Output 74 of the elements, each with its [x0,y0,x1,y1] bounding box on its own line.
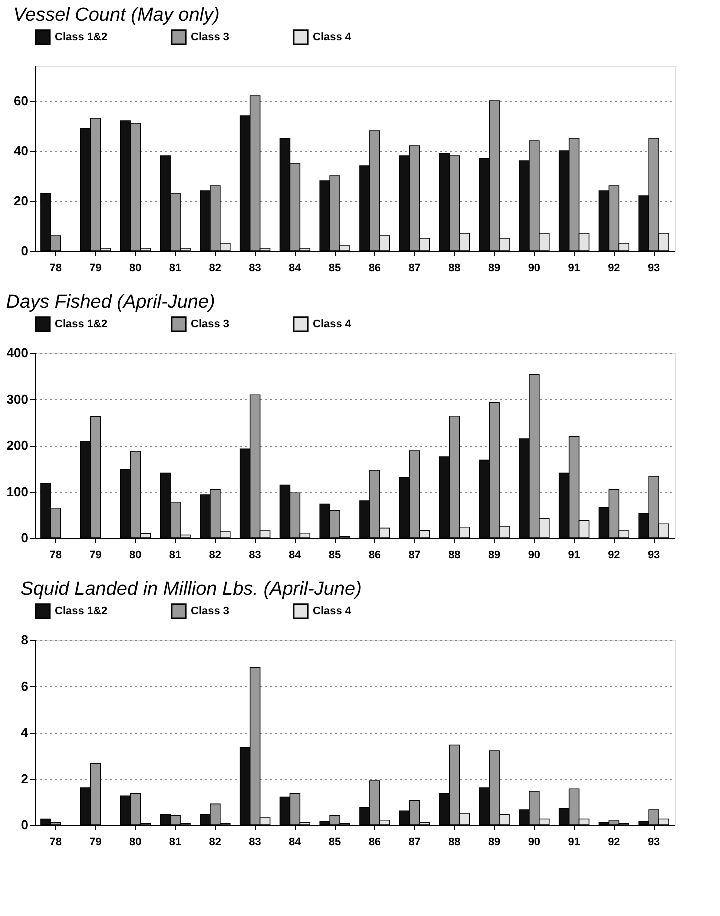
x-tick-label: 80 [130,550,142,562]
chart-title: Squid Landed in Million Lbs. (April-June) [20,579,362,600]
x-tick-label: 90 [528,262,541,274]
x-tick-label: 88 [448,836,461,848]
x-tick-label: 85 [328,262,342,274]
x-tick-label: 92 [608,550,620,562]
x-tick-label: 82 [209,836,222,848]
x-tick-label: 93 [648,262,660,274]
x-tick-label: 91 [568,550,580,562]
x-tick-label: 87 [408,262,421,274]
x-tick-label: 86 [368,262,382,274]
x-tick-label: 85 [328,550,342,562]
x-tick-label: 88 [448,262,461,274]
legend-label: Class 4 [313,318,352,330]
y-tick-label: 0 [21,818,28,832]
x-tick-label: 91 [568,262,580,274]
chart-title: Vessel Count (May only) [14,5,220,26]
y-tick-label: 0 [21,244,28,258]
y-tick-label: 20 [14,194,28,208]
x-tick-label: 85 [328,836,342,848]
x-tick-label: 88 [448,550,461,562]
x-tick-label: 81 [169,836,182,848]
x-tick-label: 84 [289,550,302,562]
legend-label: Class 1&2 [55,605,108,618]
y-tick-label: 100 [6,484,28,500]
legend-label: Class 3 [191,605,230,618]
legend-label: Class 3 [191,31,230,44]
x-tick-label: 81 [169,262,182,274]
x-tick-label: 83 [249,550,262,562]
x-tick-label: 79 [90,550,102,562]
x-tick-label: 89 [488,262,501,274]
chart-title: Days Fished (April-June) [6,292,216,313]
y-tick-label: 40 [14,144,28,158]
x-tick-label: 83 [249,262,262,274]
x-tick-label: 87 [408,836,421,848]
y-tick-label: 4 [21,725,30,740]
x-tick-label: 87 [408,550,421,562]
x-tick-label: 84 [289,262,302,274]
x-tick-label: 86 [368,836,382,848]
x-tick-label: 78 [50,262,62,274]
legend-label: Class 1&2 [55,31,108,44]
y-tick-label: 200 [6,438,28,453]
x-tick-label: 89 [488,550,501,562]
x-tick-label: 80 [130,262,142,274]
x-tick-label: 78 [50,836,62,848]
legend-label: Class 4 [313,605,352,618]
x-tick-label: 83 [249,836,262,848]
y-tick-label: 400 [6,346,28,360]
x-tick-label: 92 [608,262,620,274]
legend-label: Class 1&2 [55,318,108,330]
legend-label: Class 4 [313,31,352,44]
y-tick-label: 6 [21,678,28,694]
y-tick-label: 8 [21,632,28,648]
x-tick-label: 78 [50,550,62,562]
x-tick-label: 90 [528,836,541,848]
x-tick-label: 93 [648,550,660,562]
x-tick-label: 79 [90,836,102,848]
x-tick-label: 90 [528,550,541,562]
x-tick-label: 91 [568,836,580,848]
x-tick-label: 82 [209,550,222,562]
y-tick-label: 2 [21,771,28,786]
y-tick-label: 0 [21,530,28,546]
x-tick-label: 93 [648,836,660,848]
x-tick-label: 82 [209,262,222,274]
legend-label: Class 3 [191,318,230,330]
x-tick-label: 80 [130,836,142,848]
x-tick-label: 84 [289,836,302,848]
x-tick-label: 79 [90,262,102,274]
x-tick-label: 86 [368,550,382,562]
x-tick-label: 89 [488,836,501,848]
y-tick-label: 300 [6,392,28,407]
x-tick-label: 81 [169,550,182,562]
y-tick-label: 60 [14,94,28,108]
x-tick-label: 92 [608,836,620,848]
